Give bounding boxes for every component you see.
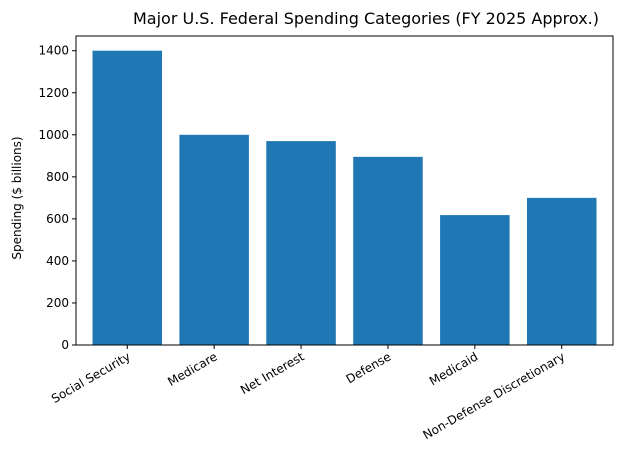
y-axis-ticks: 0 200 400 600 800 1000 1200 1400 [38, 44, 76, 352]
bar-medicare [179, 134, 249, 345]
bars-group [92, 50, 597, 345]
x-tick-label: Social Security [49, 349, 133, 405]
y-tick-label: 200 [46, 296, 69, 310]
bar-non-defense-discretionary [526, 197, 597, 345]
x-tick-label: Medicare [165, 349, 219, 388]
y-tick-label: 800 [46, 170, 69, 184]
y-tick-label: 1400 [38, 44, 69, 58]
chart-title: Major U.S. Federal Spending Categories (… [133, 9, 599, 28]
x-tick-label: Net Interest [238, 349, 307, 397]
y-tick-label: 400 [46, 254, 69, 268]
y-tick-label: 0 [61, 338, 69, 352]
bar-social-security [92, 50, 163, 345]
bar-medicaid [440, 215, 510, 345]
bar-net-interest [266, 141, 336, 345]
y-tick-label: 600 [46, 212, 69, 226]
y-tick-label: 1000 [38, 128, 69, 142]
y-axis-label: Spending ($ billions) [10, 136, 24, 259]
x-axis-ticks: Social Security Medicare Net Interest Defen… [49, 345, 567, 442]
x-tick-label: Defense [344, 349, 394, 386]
plot-frame [75, 35, 614, 346]
x-tick-label: Non-Defense Discretionary [420, 349, 567, 442]
bar-defense [353, 156, 423, 345]
y-tick-label: 1200 [38, 86, 69, 100]
x-tick-label: Medicaid [427, 349, 480, 388]
